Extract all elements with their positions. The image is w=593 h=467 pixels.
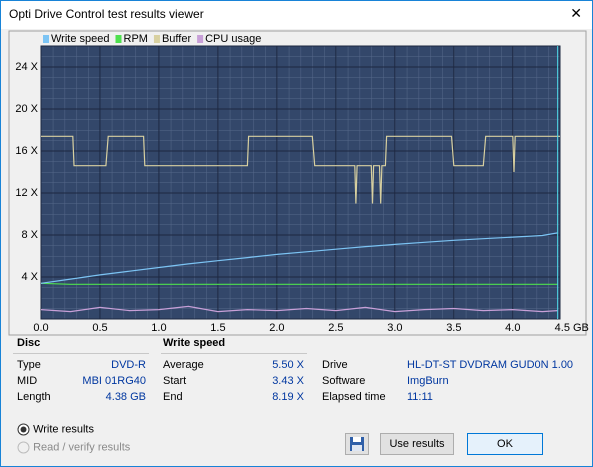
series-line — [40, 305, 558, 313]
close-button[interactable]: ✕ — [570, 5, 582, 21]
legend-label: Write speed — [51, 33, 110, 45]
field-value: 5.50 X — [272, 359, 304, 371]
field-label: End — [163, 391, 183, 403]
field-value: 11:11 — [407, 391, 433, 403]
legend-swatch — [43, 35, 49, 43]
series-line — [40, 232, 558, 284]
legend-label: RPM — [124, 33, 148, 45]
radio-label: Write results — [33, 423, 94, 436]
radio-unchecked — [17, 441, 30, 454]
y-tick-label: 4 X — [21, 271, 38, 283]
x-tick-label: 4.0 — [505, 322, 520, 334]
radio-label: Read / verify results — [33, 441, 131, 454]
field-label: Elapsed time — [322, 391, 386, 403]
use-results-button[interactable]: Use results — [380, 433, 454, 455]
field-label: Type — [17, 359, 41, 371]
title-bar: Opti Drive Control test results viewer ✕ — [1, 1, 592, 29]
window-title: Opti Drive Control test results viewer — [9, 7, 204, 21]
field-label: Length — [17, 391, 51, 403]
speed-heading: Write speed — [163, 337, 226, 349]
field-value: HL-DT-ST DVDRAM GUD0N 1.00 — [407, 359, 574, 371]
x-tick-label: 0.5 — [92, 322, 107, 334]
save-icon — [350, 437, 364, 451]
field-value: DVD-R — [111, 359, 146, 371]
legend-swatch — [115, 35, 122, 43]
y-tick-label: 20 X — [15, 103, 38, 115]
legend-swatch — [197, 35, 204, 43]
field-label: Drive — [322, 359, 348, 371]
ok-button[interactable]: OK — [467, 433, 543, 455]
plot-border — [40, 45, 561, 320]
y-tick-label: 24 X — [15, 61, 38, 73]
x-tick-label: 2.5 — [328, 322, 343, 334]
x-tick-label: 3.5 — [446, 322, 461, 334]
chart: 4 X 8 X 12 X 16 X 20 X 24 X 0.0 0.5 1.0 1.5 2.0 2.5… — [8, 30, 589, 336]
radio-read: Read / verify results — [17, 441, 130, 454]
legend-label: Buffer — [162, 33, 191, 45]
y-tick-label: 16 X — [15, 145, 38, 157]
field-label: MID — [17, 375, 38, 387]
divider — [13, 353, 149, 354]
y-tick-label: 8 X — [21, 229, 38, 241]
x-tick-label: 0.0 — [33, 322, 48, 334]
x-tick-label: 3.0 — [387, 322, 402, 334]
field-value: 4.38 GB — [105, 391, 146, 403]
field-value: ImgBurn — [407, 375, 449, 387]
x-tick-label: 1.0 — [151, 322, 166, 334]
minor-grid — [41, 46, 560, 319]
y-tick-label: 12 X — [15, 187, 38, 199]
x-tick-label: 4.5 GB — [555, 322, 589, 334]
save-button[interactable] — [345, 433, 369, 455]
disc-heading: Disc — [17, 337, 41, 349]
legend-label: CPU usage — [205, 33, 261, 45]
field-value: 3.43 X — [272, 375, 304, 387]
series-line — [40, 282, 558, 285]
x-tick-label: 1.5 — [210, 322, 225, 334]
legend-swatch — [153, 35, 160, 43]
divider — [161, 353, 307, 354]
field-value: MBI 01RG40 — [82, 375, 146, 387]
radio-checked[interactable] — [17, 423, 30, 436]
radio-write[interactable]: Write results — [17, 423, 94, 436]
series-line — [41, 135, 560, 204]
field-label: Software — [322, 375, 366, 387]
field-label: Average — [163, 359, 204, 371]
field-label: Start — [163, 375, 187, 387]
field-value: 8.19 X — [272, 391, 304, 403]
x-tick-label: 2.0 — [269, 322, 284, 334]
